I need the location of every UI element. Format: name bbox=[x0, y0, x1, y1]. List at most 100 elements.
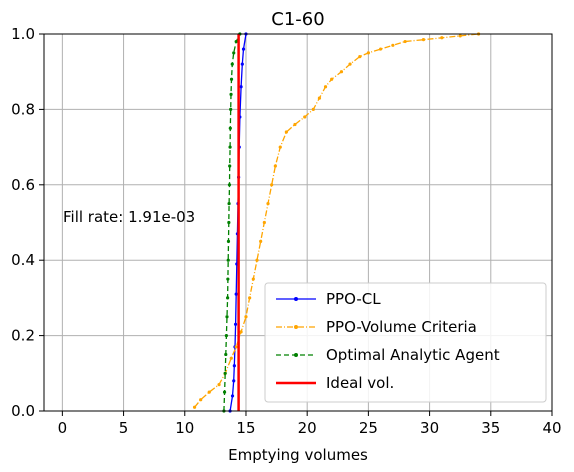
data-point bbox=[192, 405, 197, 409]
data-point bbox=[270, 183, 274, 187]
data-point bbox=[199, 398, 203, 402]
y-tick-label: 1.0 bbox=[11, 25, 35, 43]
series-layer bbox=[192, 32, 481, 413]
data-point bbox=[228, 145, 232, 149]
x-axis-label: Emptying volumes bbox=[228, 446, 368, 464]
data-point bbox=[234, 39, 238, 44]
y-tick-label: 0.4 bbox=[11, 251, 35, 269]
data-point bbox=[421, 38, 426, 42]
data-point bbox=[232, 51, 236, 55]
data-point bbox=[232, 364, 236, 368]
data-point bbox=[224, 334, 228, 338]
data-point bbox=[230, 62, 234, 66]
data-point bbox=[284, 130, 288, 134]
data-point bbox=[311, 107, 315, 111]
data-point bbox=[239, 85, 243, 89]
series-1 bbox=[192, 32, 481, 409]
data-point bbox=[226, 258, 230, 262]
legend-label: Ideal vol. bbox=[326, 374, 394, 392]
legend-item: Optimal Analytic Agent bbox=[276, 346, 500, 364]
series-line bbox=[194, 33, 479, 408]
data-point bbox=[229, 356, 233, 360]
data-point bbox=[403, 39, 407, 44]
y-ticks: 0.0 0.2 0.4 0.6 0.8 1.0 bbox=[11, 25, 44, 420]
chart-title: C1-60 bbox=[271, 9, 324, 30]
data-point bbox=[239, 330, 243, 334]
data-point bbox=[278, 145, 282, 149]
data-point bbox=[227, 220, 231, 225]
data-point bbox=[226, 239, 231, 243]
y-tick-label: 0.2 bbox=[11, 327, 35, 345]
data-point bbox=[226, 277, 230, 281]
data-point bbox=[323, 85, 328, 89]
x-ticks: 0 5 10 15 20 25 30 35 40 bbox=[58, 411, 562, 437]
data-point bbox=[241, 47, 246, 51]
x-tick-label: 5 bbox=[119, 419, 129, 437]
data-point bbox=[251, 277, 255, 281]
legend-marker bbox=[294, 325, 298, 329]
data-point bbox=[232, 379, 236, 383]
series-2 bbox=[222, 32, 242, 413]
data-point bbox=[229, 77, 234, 81]
legend-box bbox=[264, 282, 547, 403]
data-point bbox=[233, 322, 238, 326]
data-point bbox=[227, 202, 231, 206]
data-point bbox=[223, 371, 227, 375]
data-point bbox=[317, 96, 322, 100]
data-point bbox=[248, 296, 252, 300]
data-point bbox=[207, 390, 211, 394]
data-point bbox=[440, 36, 444, 40]
y-tick-label: 0.0 bbox=[11, 402, 35, 420]
data-point bbox=[228, 126, 232, 130]
data-point bbox=[244, 315, 248, 319]
data-point bbox=[226, 296, 230, 300]
legend-label: Optimal Analytic Agent bbox=[326, 346, 500, 364]
data-point bbox=[339, 70, 344, 74]
data-point bbox=[330, 77, 334, 81]
data-point bbox=[228, 164, 232, 168]
x-tick-label: 40 bbox=[542, 419, 561, 437]
data-point bbox=[273, 164, 277, 168]
legend-marker bbox=[294, 297, 298, 301]
plot-frame bbox=[43, 33, 553, 412]
data-point bbox=[234, 292, 238, 296]
fill-rate-annotation: Fill rate: 1.91e-03 bbox=[63, 208, 195, 226]
data-point bbox=[348, 62, 352, 66]
legend-item: PPO-CL bbox=[276, 290, 381, 308]
data-point bbox=[230, 394, 235, 398]
legend-marker bbox=[294, 353, 298, 357]
data-point bbox=[234, 345, 238, 349]
data-point bbox=[224, 352, 228, 357]
data-point bbox=[358, 55, 362, 59]
data-point bbox=[293, 122, 297, 127]
legend-label: PPO-CL bbox=[326, 290, 381, 308]
data-point bbox=[266, 202, 270, 206]
x-tick-label: 15 bbox=[236, 419, 255, 437]
series-line bbox=[223, 33, 241, 412]
data-point bbox=[225, 315, 229, 319]
data-point bbox=[391, 43, 395, 47]
data-point bbox=[217, 383, 221, 387]
data-point bbox=[379, 47, 383, 51]
legend-label: PPO-Volume Criteria bbox=[326, 318, 477, 336]
legend: PPO-CL PPO-Volume Criteria Optimal Analyti… bbox=[264, 282, 547, 403]
y-tick-label: 0.8 bbox=[11, 100, 35, 118]
data-point bbox=[366, 51, 370, 55]
x-tick-label: 35 bbox=[481, 419, 500, 437]
data-point bbox=[227, 183, 232, 187]
x-tick-label: 0 bbox=[58, 419, 68, 437]
x-tick-label: 10 bbox=[175, 419, 194, 437]
data-point bbox=[222, 390, 227, 394]
legend-item: Ideal vol. bbox=[276, 374, 394, 392]
data-point bbox=[262, 220, 266, 225]
data-point bbox=[229, 92, 233, 96]
data-point bbox=[458, 34, 462, 38]
data-point bbox=[259, 239, 263, 243]
x-tick-label: 25 bbox=[359, 419, 378, 437]
data-point bbox=[303, 115, 307, 119]
data-point bbox=[255, 258, 259, 262]
x-tick-label: 20 bbox=[298, 419, 317, 437]
data-point bbox=[229, 107, 233, 111]
data-point bbox=[240, 62, 244, 66]
